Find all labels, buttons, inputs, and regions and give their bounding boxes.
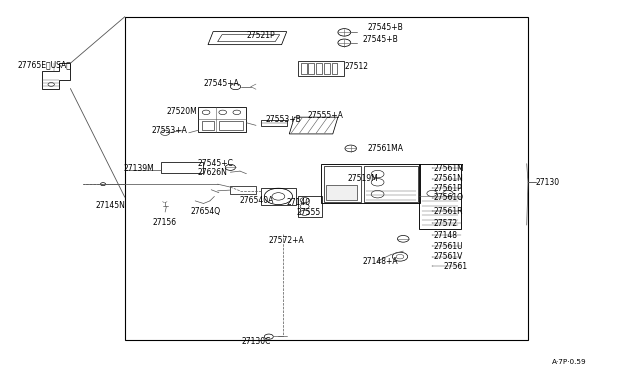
- Bar: [316, 63, 322, 74]
- Text: 27553+B: 27553+B: [266, 115, 301, 124]
- Bar: [332, 63, 337, 74]
- Bar: [230, 186, 256, 194]
- Text: 27520M: 27520M: [166, 107, 197, 116]
- Bar: [198, 107, 246, 132]
- Bar: [298, 61, 344, 76]
- Text: 27139M: 27139M: [124, 164, 154, 173]
- Text: 27148: 27148: [434, 231, 458, 240]
- Bar: [324, 166, 361, 202]
- Text: 27545+B: 27545+B: [368, 23, 404, 32]
- Text: 27555: 27555: [296, 208, 321, 217]
- Text: 27561O: 27561O: [434, 193, 464, 202]
- Bar: [326, 185, 357, 200]
- Text: 27519M: 27519M: [348, 174, 378, 183]
- Text: 27765E〈USA〉: 27765E〈USA〉: [18, 61, 72, 70]
- Text: 27561R: 27561R: [434, 207, 463, 216]
- Text: 27572+A: 27572+A: [269, 236, 305, 245]
- Bar: [419, 164, 461, 229]
- Bar: [301, 63, 307, 74]
- Bar: [364, 166, 418, 202]
- Text: 27555+A: 27555+A: [307, 111, 343, 120]
- Bar: [308, 63, 314, 74]
- Text: 27156: 27156: [152, 218, 177, 227]
- Text: 27512: 27512: [344, 62, 369, 71]
- Text: 27130C: 27130C: [242, 337, 271, 346]
- Bar: [298, 196, 322, 217]
- Text: 27545+C: 27545+C: [197, 159, 233, 168]
- Text: 27561U: 27561U: [434, 242, 463, 251]
- Bar: [321, 164, 420, 203]
- Text: 27140: 27140: [287, 198, 311, 207]
- Text: 27561P: 27561P: [434, 184, 463, 193]
- Text: 27561V: 27561V: [434, 252, 463, 261]
- Text: 27545+B: 27545+B: [362, 35, 398, 44]
- Text: 27654Q: 27654Q: [191, 207, 221, 216]
- Bar: [161, 162, 203, 173]
- Text: 27626N: 27626N: [197, 169, 227, 177]
- Text: 27553+A: 27553+A: [151, 126, 187, 135]
- Text: 27561M: 27561M: [434, 164, 465, 173]
- Text: 27561N: 27561N: [434, 174, 464, 183]
- Bar: [202, 121, 214, 130]
- Bar: [219, 121, 243, 130]
- Text: 27561MA: 27561MA: [368, 144, 404, 153]
- Text: 27145N: 27145N: [96, 201, 126, 210]
- Text: 27572: 27572: [434, 219, 458, 228]
- Bar: [125, 17, 528, 340]
- Text: 27545+A: 27545+A: [204, 79, 239, 88]
- Text: A·7P⋅0.59: A·7P⋅0.59: [552, 359, 586, 365]
- Bar: [324, 63, 330, 74]
- Text: 27130: 27130: [535, 178, 559, 187]
- Text: 27561: 27561: [444, 262, 468, 271]
- Text: 27521P: 27521P: [246, 31, 275, 40]
- Bar: [261, 120, 287, 126]
- Text: 27148+A: 27148+A: [362, 257, 398, 266]
- Bar: [261, 188, 296, 205]
- Text: 276540A: 276540A: [239, 196, 274, 205]
